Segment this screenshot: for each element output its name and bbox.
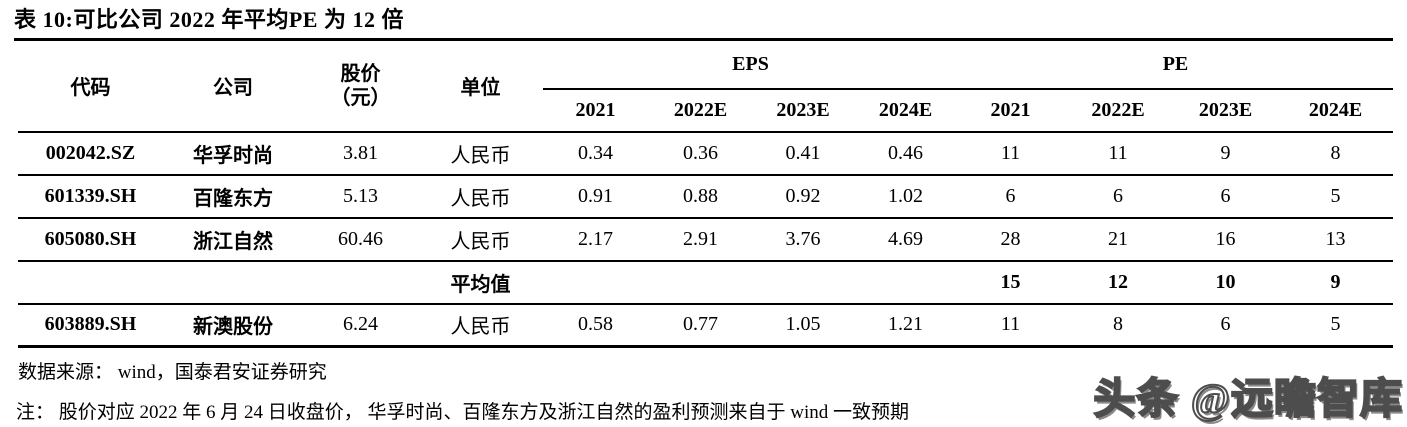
company-cell: 浙江自然: [193, 230, 273, 253]
price-cell: 60.46: [338, 227, 383, 250]
pe-average-cell: 15: [1000, 270, 1021, 293]
pe-value-cell: 28: [1000, 227, 1021, 250]
header-company: 公司: [163, 40, 303, 133]
unit-cell: 人民币: [450, 316, 511, 339]
table-row-huafu: 002042.SZ 华孚时尚 3.81 人民币 0.34 0.36 0.41 0…: [18, 132, 1393, 175]
unit-cell: 人民币: [450, 144, 511, 167]
note-text: 注： 股价对应 2022 年 6 月 24 日收盘价， 华孚时尚、百隆东方及浙江…: [16, 402, 910, 424]
pe-value-cell: 5: [1330, 184, 1341, 207]
pe-average-cell: 12: [1108, 270, 1128, 293]
pe-value-cell: 8: [1113, 313, 1123, 336]
code-cell: 002042.SZ: [45, 141, 136, 164]
table-row-bailong: 601339.SH 百隆东方 5.13 人民币 0.91 0.88 0.92 1…: [18, 175, 1393, 218]
pe-value-cell: 6: [1005, 184, 1016, 207]
header-eps-2024e: 2024E: [853, 88, 958, 133]
table-row-zhejiang: 605080.SH 浙江自然 60.46 人民币 2.17 2.91 3.76 …: [18, 218, 1393, 261]
header-price-line1: 股价: [340, 62, 381, 85]
eps-value-cell: 1.21: [888, 313, 923, 336]
header-price: 股价 （元）: [303, 40, 418, 133]
pe-value-cell: 16: [1215, 227, 1236, 250]
header-price-line2: （元）: [330, 86, 391, 109]
eps-value-cell: [753, 261, 853, 304]
title-rule: [14, 37, 1393, 41]
pe-value-cell: 6: [1113, 184, 1123, 207]
pe-average-cell: 10: [1215, 270, 1236, 293]
pe-value-cell: 5: [1330, 313, 1341, 336]
eps-value-cell: 0.34: [578, 141, 613, 164]
data-source-text: 数据来源： wind，国泰君安证券研究: [18, 362, 327, 384]
header-pe-2023e: 2023E: [1173, 88, 1278, 133]
company-cell: [163, 261, 303, 304]
eps-value-cell: 0.77: [683, 313, 718, 336]
eps-value-cell: 0.36: [683, 141, 718, 164]
header-code: 代码: [18, 40, 163, 133]
header-group-row: 代码 公司 股价 （元） 单位 EPS PE: [18, 40, 1393, 133]
header-eps-2021: 2021: [543, 88, 648, 133]
table-row-xinao: 603889.SH 新澳股份 6.24 人民币 0.58 0.77 1.05 1…: [18, 304, 1393, 347]
code-cell: 601339.SH: [44, 184, 137, 207]
price-cell: [303, 261, 418, 304]
header-pe-2024e: 2024E: [1278, 88, 1393, 133]
pe-value-cell: 11: [1000, 141, 1021, 164]
header-pe-group: PE: [958, 40, 1393, 90]
table-row-average: 平均值 15 12 10 9: [18, 261, 1393, 304]
pe-value-cell: 13: [1325, 227, 1346, 250]
eps-value-cell: 0.91: [578, 184, 613, 207]
pe-value-cell: 9: [1220, 141, 1231, 164]
eps-value-cell: 3.76: [785, 227, 821, 250]
pe-average-cell: 9: [1330, 270, 1341, 293]
eps-value-cell: 1.05: [785, 313, 821, 336]
eps-value-cell: 2.91: [683, 227, 718, 250]
unit-cell: 人民币: [450, 187, 511, 210]
average-label: 平均值: [450, 273, 511, 296]
eps-value-cell: 0.58: [578, 313, 613, 336]
company-cell: 华孚时尚: [193, 144, 273, 167]
header-pe-2022e: 2022E: [1063, 88, 1173, 133]
header-eps-group: EPS: [543, 40, 958, 90]
eps-value-cell: 0.41: [785, 141, 821, 164]
eps-value-cell: 0.46: [888, 141, 923, 164]
pe-value-cell: 6: [1220, 313, 1231, 336]
code-cell: 605080.SH: [44, 227, 137, 250]
company-cell: 新澳股份: [193, 316, 273, 339]
header-pe-2021: 2021: [958, 88, 1063, 133]
eps-value-cell: 4.69: [888, 227, 923, 250]
price-cell: 5.13: [343, 184, 378, 207]
code-cell: [18, 261, 163, 304]
eps-value-cell: 0.92: [785, 184, 821, 207]
price-cell: 3.81: [343, 141, 378, 164]
header-eps-2022e: 2022E: [648, 88, 753, 133]
pe-value-cell: 11: [1108, 141, 1128, 164]
eps-value-cell: 0.88: [683, 184, 718, 207]
pe-value-cell: 6: [1220, 184, 1231, 207]
eps-value-cell: 1.02: [888, 184, 923, 207]
pe-value-cell: 21: [1108, 227, 1128, 250]
header-unit: 单位: [418, 40, 543, 133]
eps-value-cell: 2.17: [578, 227, 613, 250]
header-eps-2023e: 2023E: [753, 88, 853, 133]
eps-value-cell: [543, 261, 648, 304]
pe-value-cell: 8: [1330, 141, 1341, 164]
table-title: 表 10:可比公司 2022 年平均PE 为 12 倍: [14, 7, 404, 32]
company-cell: 百隆东方: [193, 187, 273, 210]
eps-value-cell: [648, 261, 753, 304]
eps-value-cell: [853, 261, 958, 304]
watermark-text: 头条 @远瞻智库: [1092, 376, 1403, 424]
header-year-row: 2021 2022E 2023E 2024E 2021 2022E 2023E …: [18, 88, 1393, 133]
code-cell: 603889.SH: [44, 313, 137, 336]
price-cell: 6.24: [343, 313, 378, 336]
pe-value-cell: 11: [1000, 313, 1021, 336]
comparable-companies-table: 代码 公司 股价 （元） 单位 EPS PE 2021 2022E 2023E …: [18, 40, 1393, 349]
unit-cell: 人民币: [450, 230, 511, 253]
